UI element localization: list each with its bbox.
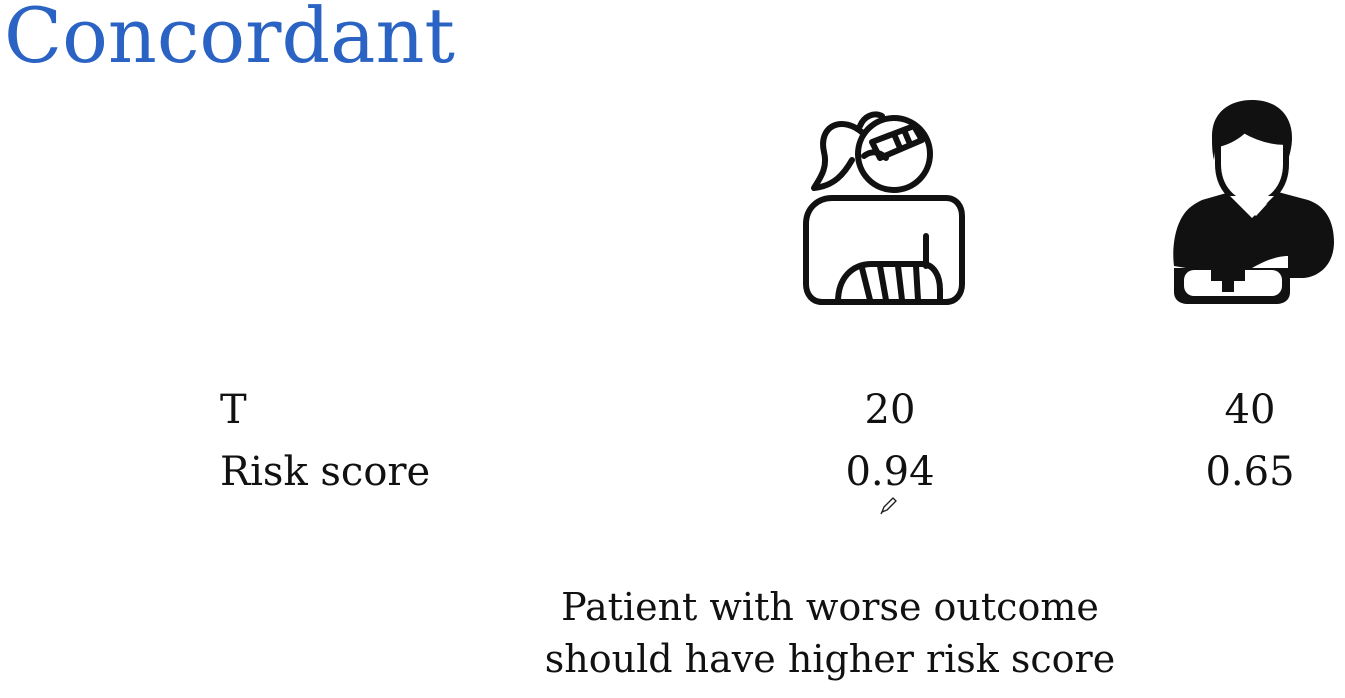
caption-line-2: should have higher risk score [544, 637, 1116, 681]
slide-title: Concordant [4, 0, 455, 80]
patient-b-risk-value: 0.65 [1205, 449, 1295, 495]
caption-line-1: Patient with worse outcome [561, 585, 1099, 629]
injured-man-icon [1173, 100, 1334, 304]
pencil-cursor-icon [880, 497, 897, 515]
patient-b-t-value: 40 [1224, 387, 1276, 433]
row-label-t: T [220, 387, 247, 433]
patient-a-t-value: 20 [864, 387, 916, 433]
row-label-risk-score: Risk score [220, 449, 431, 495]
patient-a-risk-value: 0.94 [845, 449, 935, 495]
injured-woman-icon [803, 111, 965, 305]
